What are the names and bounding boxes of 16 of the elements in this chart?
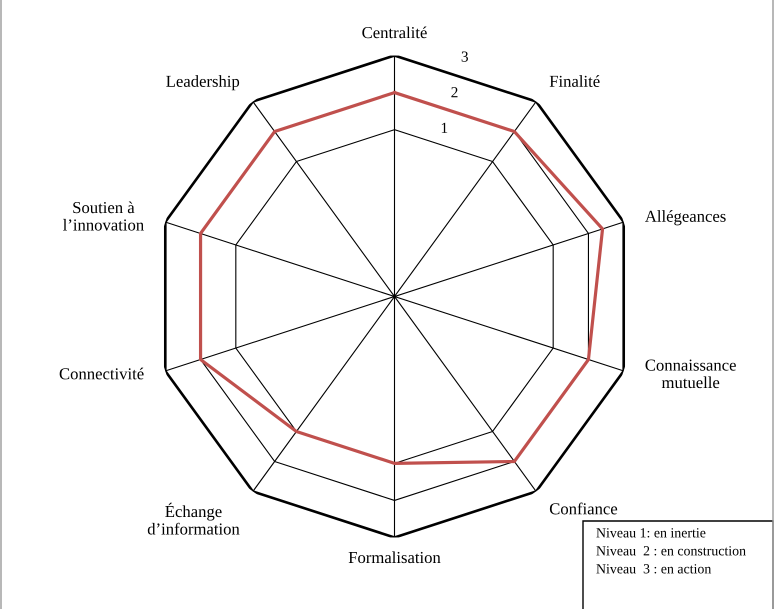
spoke-label: Échange d’information [148,502,240,535]
text: Niveau 2 : en construction [596,546,746,556]
text: Niveau 3 : en action [596,564,712,574]
spoke-label: Finalité [550,75,600,87]
spoke-label: Connaissance mutuelle [646,360,736,388]
spoke-label: Formalisation [348,551,441,564]
y-tick-label: 1 [442,122,448,133]
spoke-label: Confiance [550,502,618,514]
y-tick-label: 3 [462,51,468,62]
spoke-label: Allégeances [645,210,726,226]
spoke-label: Connectivité [60,368,144,380]
text: Niveau 1: en inertie [596,528,706,538]
spoke-label: Leadership [166,75,240,90]
y-tick-label: 2 [451,87,458,98]
spoke-label: Soutien à l’innovation [63,201,144,231]
spoke-label: Centralité [362,26,427,38]
